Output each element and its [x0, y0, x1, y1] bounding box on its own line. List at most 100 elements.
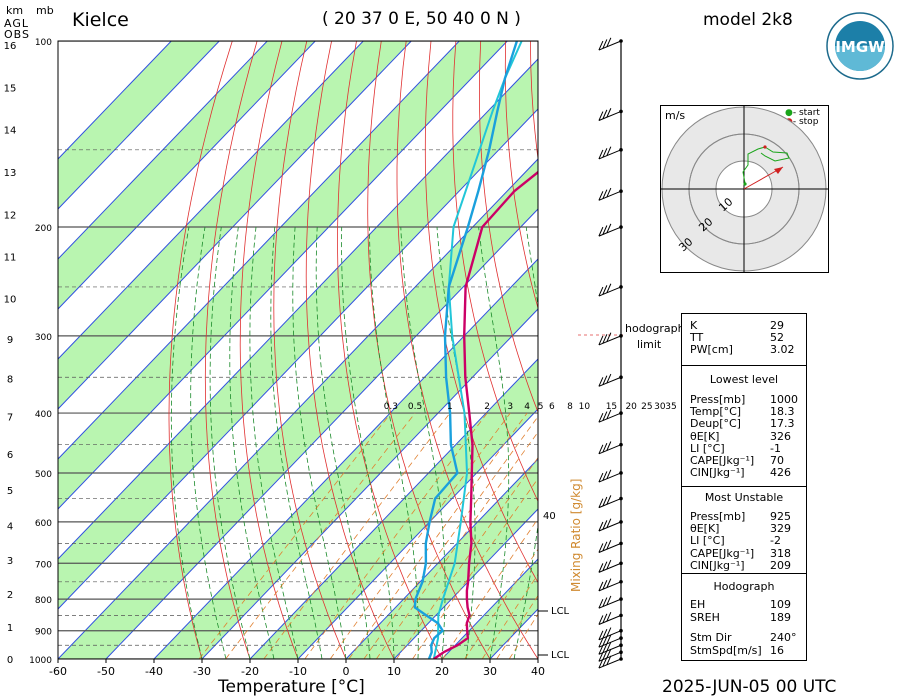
x-tick-label: 40	[531, 665, 545, 678]
dry-adiabat	[367, 41, 491, 659]
wind-barb	[598, 498, 622, 509]
wind-barb-feather	[602, 496, 608, 507]
x-tick-label: 0	[343, 665, 350, 678]
mixing-ratio-tick: 10	[579, 402, 591, 412]
index-row: Press[mb] 925	[690, 511, 802, 523]
mixing-ratio-tick: 6	[549, 402, 555, 412]
model-name: model 2k8	[703, 10, 793, 30]
moist-adiabat	[270, 226, 323, 659]
moist-adiabat	[400, 226, 446, 659]
wind-barb	[598, 562, 622, 573]
isotherm-line	[153, 258, 538, 659]
index-row: CAPE[Jkg⁻¹] 318	[690, 546, 802, 560]
wind-barb-feather	[598, 472, 604, 483]
wind-barb-feather	[602, 375, 608, 385]
isotherm-line	[297, 408, 538, 659]
index-value: 3.02	[770, 343, 795, 356]
index-key: Stm Dir	[690, 631, 732, 644]
index-key: TT	[690, 331, 704, 344]
station-name: Kielce	[72, 9, 129, 31]
index-value: 52	[770, 331, 784, 344]
wind-barb-feather	[606, 627, 612, 637]
x-tick-label: 10	[387, 665, 401, 678]
wind-barb-feather	[598, 444, 604, 454]
dry-adiabat	[396, 41, 538, 659]
height-km-label: 1	[7, 623, 13, 634]
isotherm-line	[58, 41, 364, 360]
station-coords: ( 20 37 0 E, 50 40 0 N )	[322, 9, 521, 29]
mixing-ratio-tick: 2	[484, 402, 490, 412]
pressure-tick-label: 400	[35, 410, 52, 420]
wind-barb	[598, 335, 622, 346]
mixing-ratio-tick: 8	[567, 402, 573, 412]
dry-adiabat	[204, 41, 258, 659]
index-row: CIN[Jkg⁻¹] 426	[690, 467, 802, 479]
index-row: SREH 189	[690, 611, 802, 624]
index-value: 109	[770, 598, 791, 611]
x-tick-label: -30	[193, 665, 211, 678]
wind-barb-feather	[602, 442, 608, 453]
index-key: CIN[Jkg⁻¹]	[690, 558, 745, 572]
wind-barb-feather	[598, 40, 604, 51]
indices-panel: K 29 TT 52 PW[cm] 3.02 Lowest level Press[mb]…	[681, 313, 807, 661]
mixing-ratio-line	[329, 412, 511, 659]
isotherm-line	[58, 158, 538, 659]
index-key: θE[K]	[690, 522, 720, 536]
height-km-label: 0	[7, 655, 13, 666]
wind-barb-feather	[606, 595, 612, 606]
mixing-ratio-tick: 35	[665, 402, 676, 412]
moist-adiabat	[190, 226, 227, 659]
dry-adiabat	[273, 41, 347, 659]
mixing-ratio-tick: 15	[606, 402, 617, 412]
isotherm-40-label: 40	[543, 511, 556, 522]
index-row: Temp[°C] 18.3	[690, 406, 802, 418]
wind-barb-feather	[602, 613, 608, 624]
moist-adiabat	[537, 657, 538, 659]
wind-barb-feather	[602, 643, 608, 653]
temperature-line	[433, 170, 538, 659]
wind-barb-feather	[606, 641, 612, 652]
mixing-ratio-line	[225, 412, 416, 659]
mb-label: mb	[36, 4, 54, 17]
height-km-label: 8	[7, 374, 13, 385]
index-row: CIN[Jkg⁻¹] 209	[690, 558, 802, 572]
wind-barb	[598, 286, 622, 297]
dry-adiabat	[504, 41, 538, 310]
index-value: 329	[770, 522, 791, 536]
wind-barb-feather	[598, 377, 604, 387]
index-row: CAPE[Jkg⁻¹] 70	[690, 455, 802, 467]
wind-barb-feather	[598, 543, 604, 553]
wind-barb-feather	[602, 561, 608, 571]
mixing-ratio-label: Mixing Ratio [g/kg]	[569, 478, 583, 592]
mixing-ratio-tick: 1	[447, 402, 453, 412]
wind-barb-feather	[606, 373, 612, 384]
wind-barb	[598, 149, 622, 160]
dry-adiabat	[478, 41, 538, 414]
mixing-ratio-tick: 3	[507, 402, 513, 412]
pressure-tick-label: 700	[35, 560, 52, 570]
wind-barb-feather	[606, 283, 612, 293]
wind-barb-feather	[598, 563, 604, 573]
wind-barb-feather	[602, 636, 608, 646]
dry-adiabat	[168, 41, 233, 659]
index-key: Temp[°C]	[690, 405, 742, 419]
index-value: 426	[770, 466, 791, 480]
pressure-tick-label: 300	[35, 333, 52, 343]
mixing-ratio-line	[442, 518, 538, 659]
wind-barb-feather	[606, 540, 612, 550]
index-key: CAPE[Jkg⁻¹]	[690, 546, 755, 560]
index-key: LI [°C]	[690, 534, 725, 548]
isotherm-line	[58, 41, 268, 260]
isotherm-line	[58, 41, 220, 210]
wind-barb	[598, 581, 622, 592]
isotherm-line	[58, 41, 460, 460]
x-tick-label: -50	[97, 665, 115, 678]
wind-barb-feather	[606, 495, 612, 505]
height-km-label: 16	[4, 41, 17, 52]
wind-barb-feather	[602, 411, 608, 421]
moist-adiabat	[315, 226, 371, 659]
wind-barb-feather	[606, 559, 612, 570]
height-km-label: 12	[4, 210, 17, 221]
isotherm-line	[201, 308, 538, 659]
wind-barb-feather	[598, 658, 604, 669]
